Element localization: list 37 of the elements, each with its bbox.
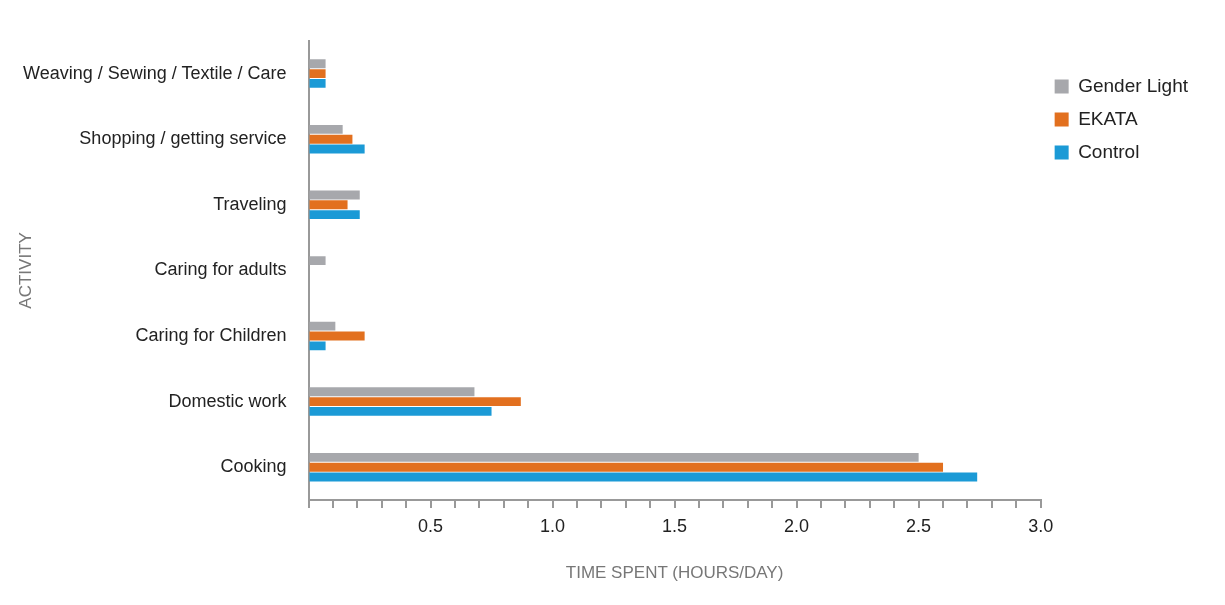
- y-tick-label: Weaving / Sewing / Textile / Care: [23, 62, 287, 83]
- bar: [309, 59, 326, 69]
- y-tick-label: Domestic work: [168, 390, 288, 411]
- bar: [309, 472, 978, 482]
- legend-label: Control: [1078, 140, 1140, 162]
- x-tick-label: 3.0: [1028, 515, 1054, 536]
- bar: [309, 462, 944, 472]
- x-tick-label: 1.5: [662, 515, 688, 536]
- bar: [309, 256, 326, 265]
- bar: [309, 144, 365, 154]
- bar: [309, 200, 348, 210]
- bar: [309, 190, 360, 200]
- x-tick-label: 0.5: [418, 515, 444, 536]
- x-tick-label: 2.5: [906, 515, 932, 536]
- bar: [309, 452, 919, 462]
- x-tick-label: 2.0: [784, 515, 810, 536]
- y-tick-label: Shopping / getting service: [79, 128, 287, 149]
- bar: [309, 69, 326, 79]
- bar: [309, 397, 521, 407]
- legend-label: Gender Light: [1078, 74, 1189, 96]
- y-tick-label: Cooking: [220, 456, 287, 477]
- bar: [309, 331, 365, 341]
- legend-label: EKATA: [1078, 107, 1138, 129]
- bar: [309, 407, 492, 416]
- x-tick-label: 1.0: [540, 515, 566, 536]
- y-axis-title: ACTIVITY: [15, 232, 35, 309]
- bar: [309, 210, 360, 220]
- x-axis-title: TIME SPENT (HOURS/DAY): [565, 563, 784, 583]
- bar: [309, 79, 326, 88]
- y-tick-label: Traveling: [213, 193, 287, 214]
- bar: [309, 134, 353, 144]
- bar: [309, 321, 336, 331]
- bar: [309, 341, 326, 351]
- bar: [309, 387, 475, 397]
- bar: [309, 124, 343, 134]
- y-tick-label: Caring for adults: [154, 259, 287, 280]
- y-tick-label: Caring for Children: [135, 324, 287, 345]
